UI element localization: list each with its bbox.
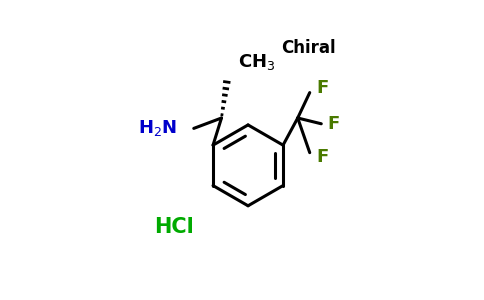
Text: F: F [316,79,329,97]
Text: HCl: HCl [154,217,194,237]
Text: F: F [328,115,340,133]
Text: F: F [316,148,329,166]
Text: Chiral: Chiral [281,39,335,57]
Text: H$_2$N: H$_2$N [138,118,178,138]
Text: CH$_3$: CH$_3$ [238,52,275,72]
